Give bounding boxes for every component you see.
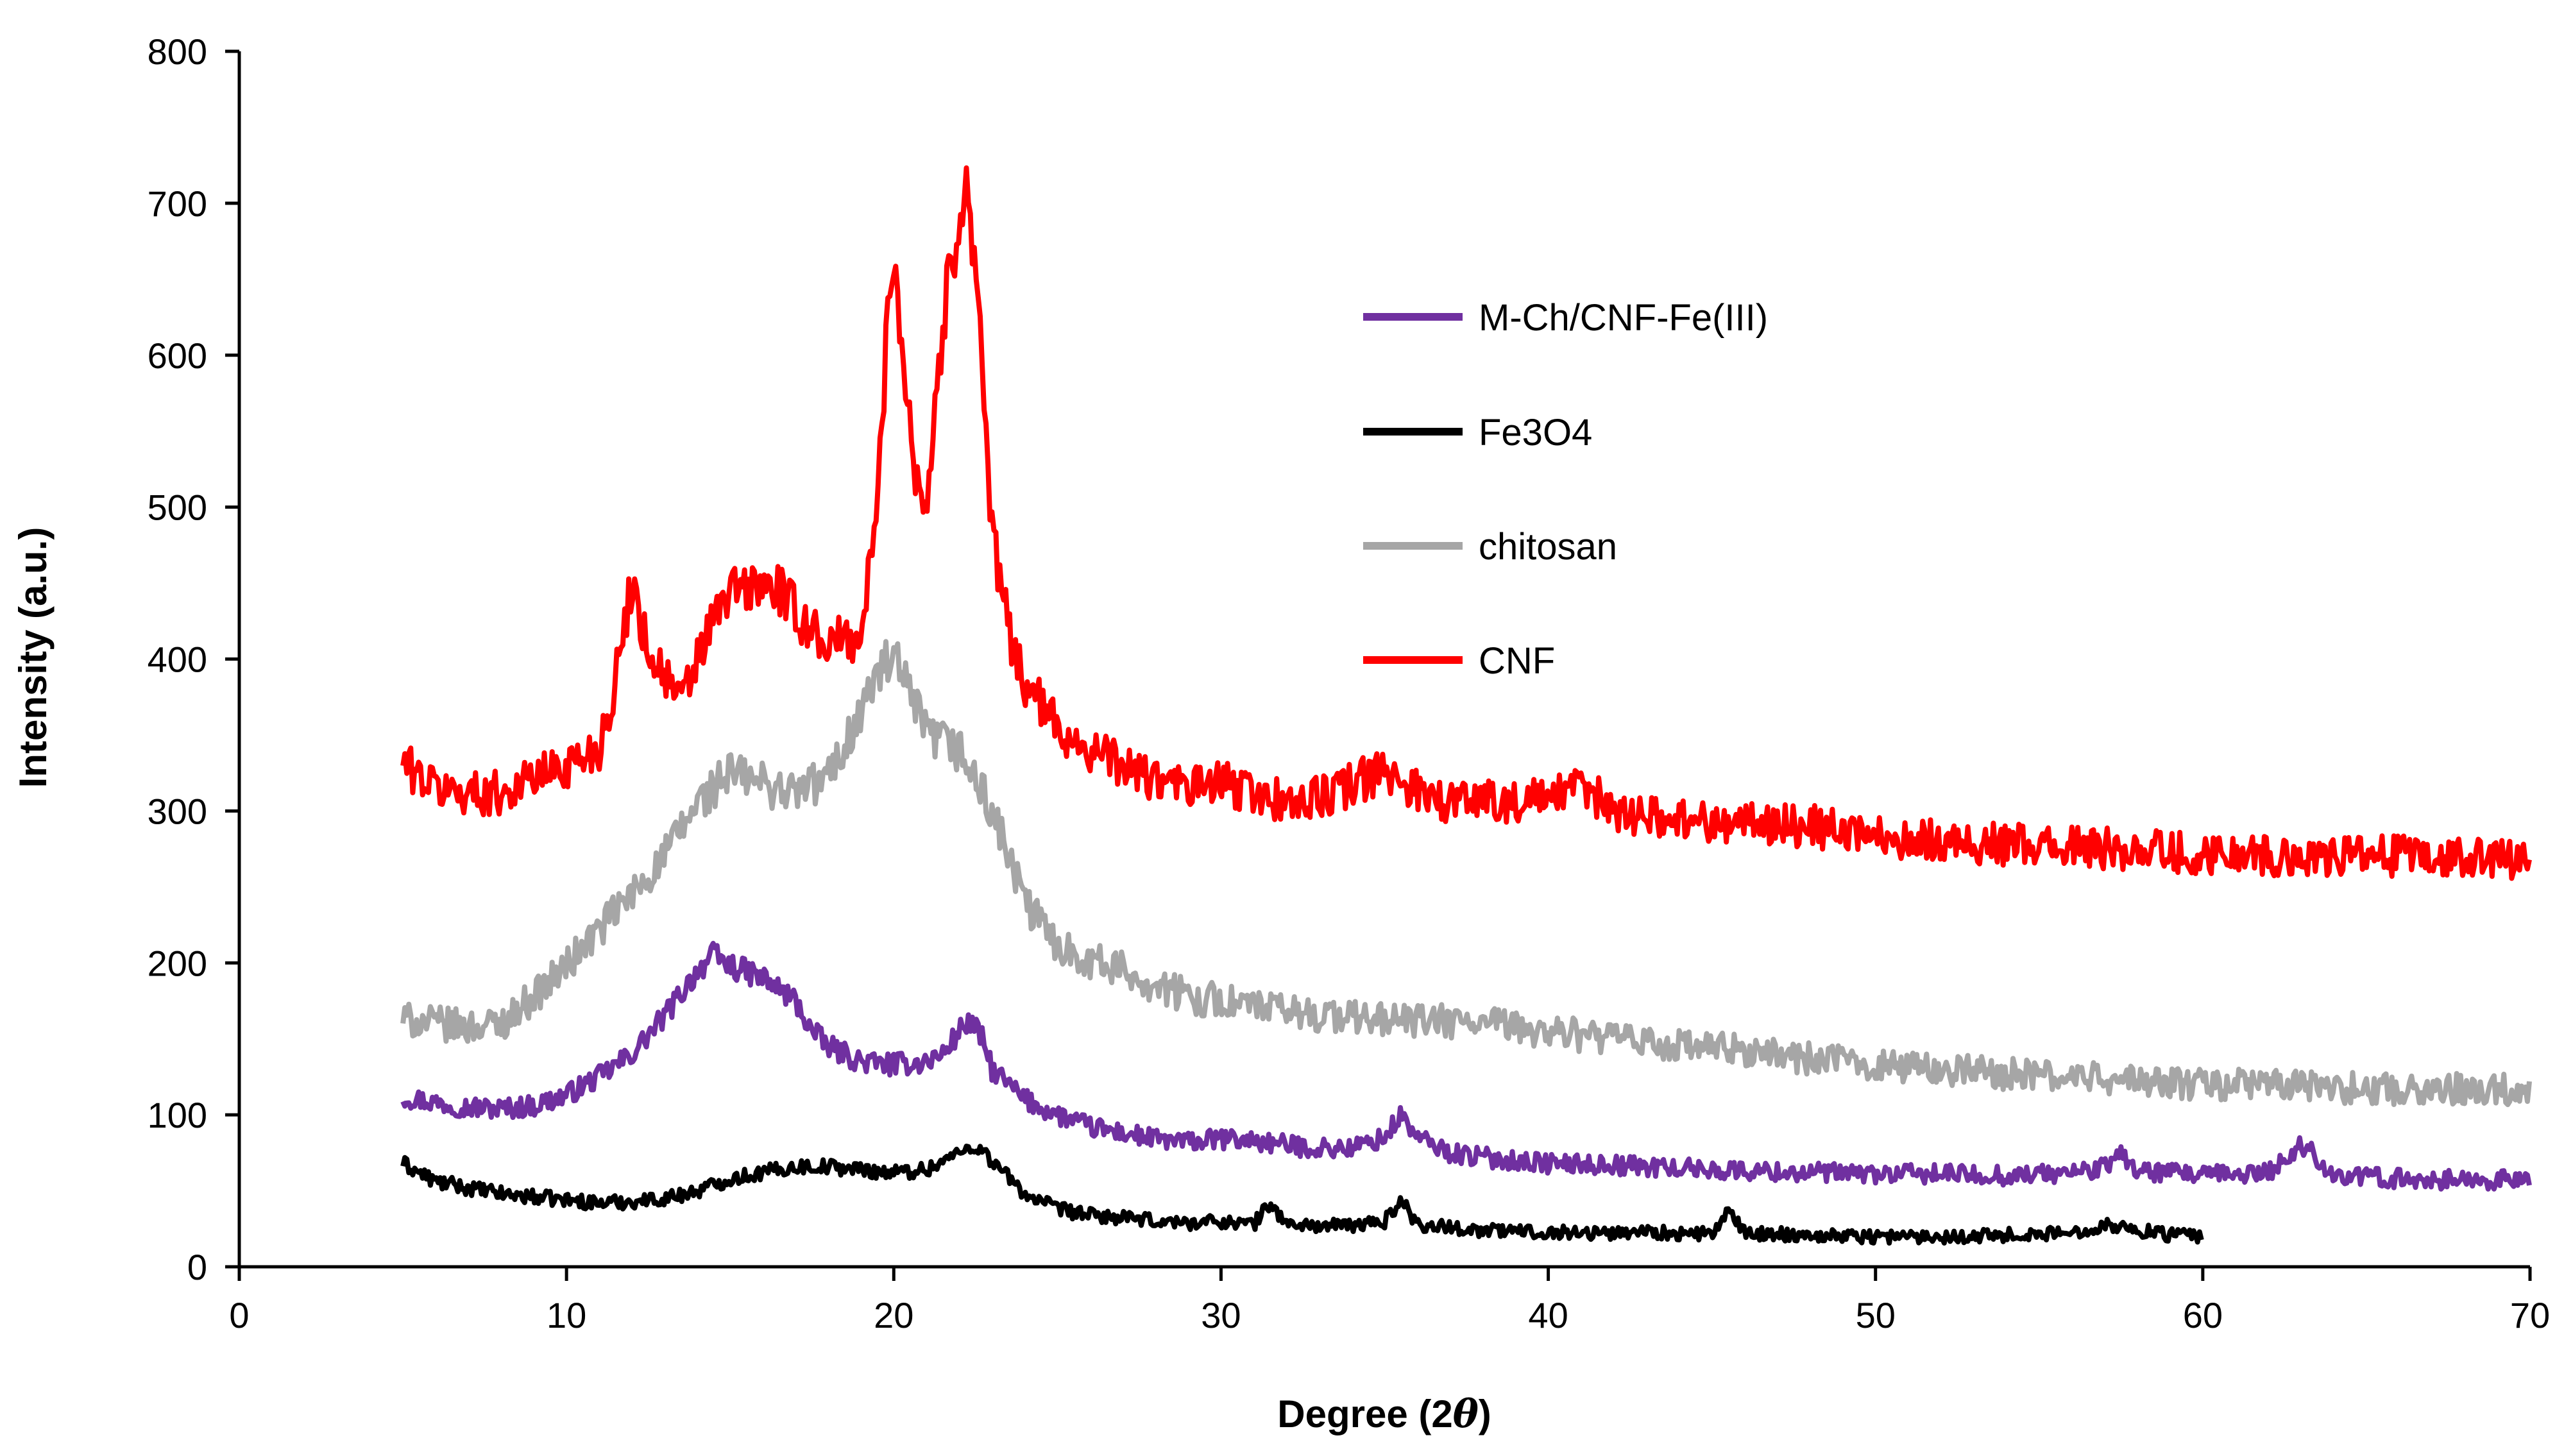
x-axis-title: Degree (2θ) bbox=[1277, 1392, 1491, 1437]
y-tick-label: 200 bbox=[148, 943, 207, 983]
x-axis-title-symbol: θ bbox=[1453, 1392, 1479, 1437]
y-axis-title: Intensity (a.u.) bbox=[12, 527, 55, 788]
x-tick-label: 10 bbox=[547, 1295, 586, 1335]
legend-item: M-Ch/CNF-Fe(III) bbox=[1363, 297, 1768, 339]
x-tick-label: 0 bbox=[229, 1295, 249, 1335]
x-tick-label: 50 bbox=[1856, 1295, 1896, 1335]
legend-label-chitosan: chitosan bbox=[1479, 526, 1617, 568]
series-line-chitosan bbox=[400, 639, 2532, 1108]
x-tick-label: 40 bbox=[1528, 1295, 1568, 1335]
legend-label-m-ch-cnf-fe: M-Ch/CNF-Fe(III) bbox=[1479, 297, 1768, 339]
y-tick-label: 700 bbox=[148, 183, 207, 224]
series-line-m-ch-cnf-fe-iii bbox=[400, 940, 2532, 1192]
legend-item: Fe3O4 bbox=[1363, 412, 1592, 453]
y-tick-label: 0 bbox=[187, 1247, 207, 1287]
series-layer bbox=[400, 165, 2532, 1246]
y-tick-label: 600 bbox=[148, 335, 207, 376]
legend-item: chitosan bbox=[1363, 526, 1617, 568]
y-tick-label: 300 bbox=[148, 791, 207, 831]
x-tick-label: 60 bbox=[2183, 1295, 2223, 1335]
y-tick-label: 400 bbox=[148, 639, 207, 680]
x-axis-title-prefix: Degree (2 bbox=[1277, 1393, 1452, 1435]
legend-label-fe3o4: Fe3O4 bbox=[1479, 412, 1592, 453]
series-line-cnf bbox=[400, 165, 2532, 881]
series-line-fe3o4 bbox=[400, 1144, 2204, 1246]
y-tick-label: 500 bbox=[148, 487, 207, 528]
x-tick-label: 70 bbox=[2510, 1295, 2550, 1335]
y-tick-label: 800 bbox=[148, 31, 207, 72]
x-tick-label: 30 bbox=[1201, 1295, 1241, 1335]
legend-label-cnf: CNF bbox=[1479, 640, 1555, 682]
legend-item: CNF bbox=[1363, 640, 1555, 682]
x-axis-title-suffix: ) bbox=[1479, 1393, 1491, 1435]
legend: M-Ch/CNF-Fe(III) Fe3O4 chitosan CNF bbox=[1363, 297, 1768, 682]
x-tick-label: 20 bbox=[874, 1295, 913, 1335]
y-tick-label: 100 bbox=[148, 1095, 207, 1135]
